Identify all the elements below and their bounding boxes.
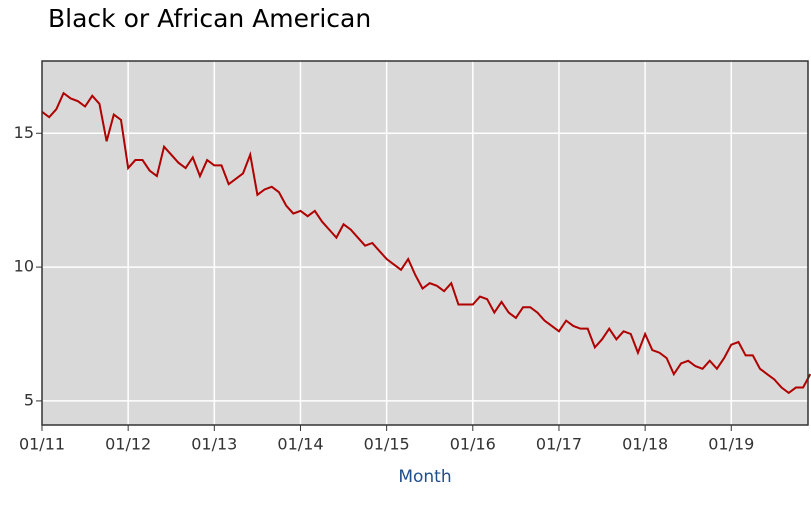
x-tick-label: 01/11 — [19, 435, 65, 454]
data-line — [41, 91, 811, 395]
x-tick-label: 01/12 — [105, 435, 151, 454]
y-tick-label: 10 — [14, 257, 34, 276]
plot-area — [42, 61, 808, 425]
y-tick-label: 15 — [14, 123, 34, 142]
chart-title: Black or African American — [48, 4, 371, 33]
plot-border — [41, 60, 809, 426]
x-tick-label: 01/13 — [191, 435, 237, 454]
x-tick-label: 01/18 — [622, 435, 668, 454]
x-tick-label: 01/16 — [450, 435, 496, 454]
x-axis-label: Month — [398, 467, 451, 487]
x-tick-label: 01/17 — [536, 435, 582, 454]
y-tick-label: 5 — [24, 390, 34, 409]
x-tick-label: 01/15 — [364, 435, 410, 454]
x-tick-label: 01/14 — [277, 435, 323, 454]
x-tick-label: 01/19 — [708, 435, 754, 454]
